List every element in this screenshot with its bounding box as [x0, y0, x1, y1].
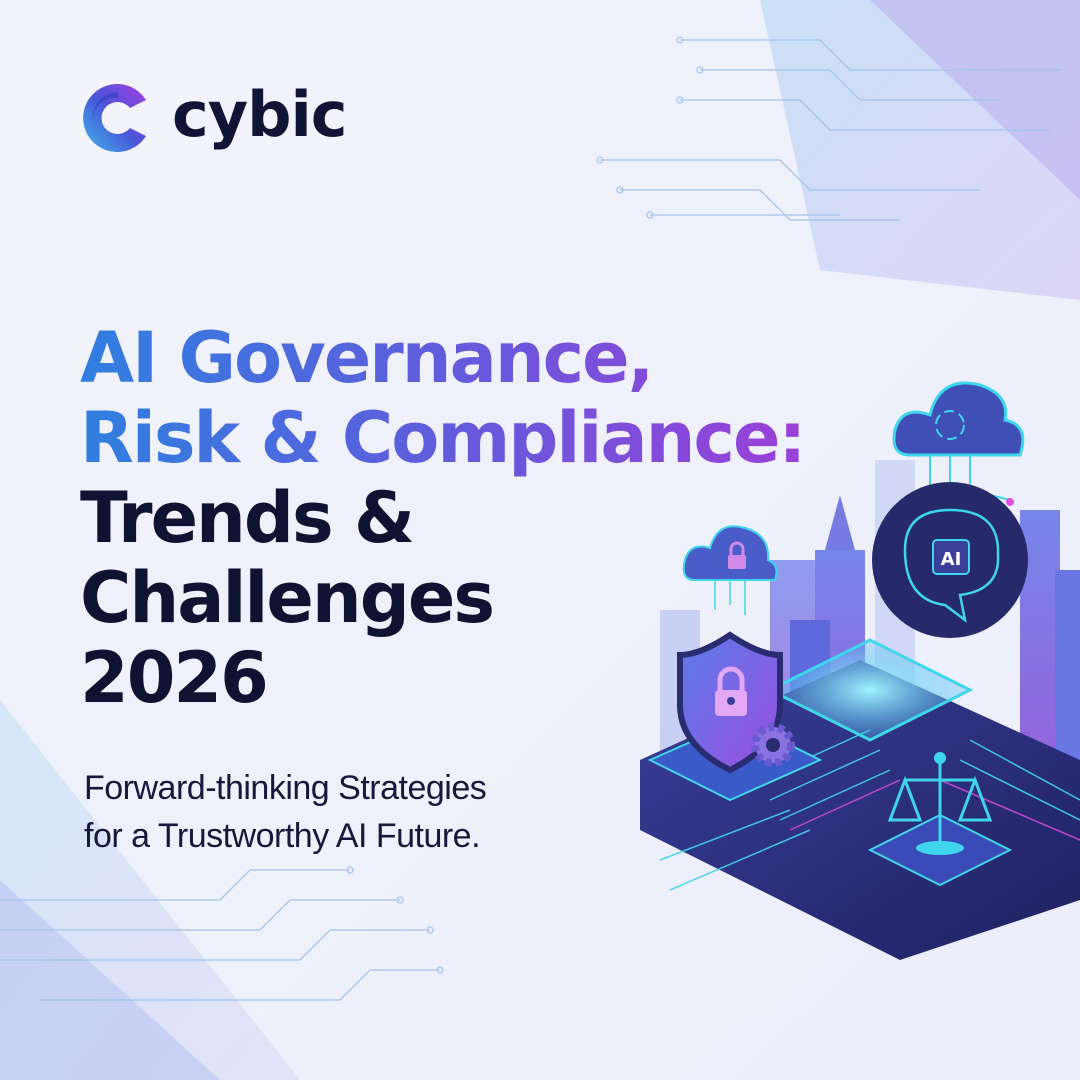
circuit-lines-top	[596, 36, 1060, 221]
ai-chip-label: AI	[941, 549, 962, 570]
brand-logo[interactable]: cybic	[78, 78, 348, 158]
c-logo-mark-icon	[83, 84, 146, 152]
headline-line-5: 2026	[80, 637, 269, 719]
subtitle-line-2: for a Trustworthy AI Future.	[84, 817, 481, 855]
scales-icon	[867, 752, 1013, 887]
headline-line-4: Challenges	[80, 557, 495, 639]
subtitle-line-1: Forward-thinking Strategies	[84, 769, 487, 807]
brand-name: cybic	[172, 78, 348, 151]
cloud-lock-icon	[682, 525, 778, 615]
brain-chip-icon: AI	[872, 482, 1028, 638]
subtitle: Forward-thinking Strategies for a Trustw…	[84, 764, 487, 860]
ai-governance-illustration: AI	[640, 381, 1080, 960]
circuit-lines-bottom	[0, 866, 444, 1001]
headline-line-3: Trends &	[80, 477, 415, 559]
headline: AI Governance, Risk & Compliance: Trends…	[80, 318, 806, 719]
headline-line-2: Risk & Compliance:	[80, 397, 806, 479]
headline-line-1: AI Governance,	[80, 318, 804, 398]
gear-icon	[751, 723, 795, 767]
